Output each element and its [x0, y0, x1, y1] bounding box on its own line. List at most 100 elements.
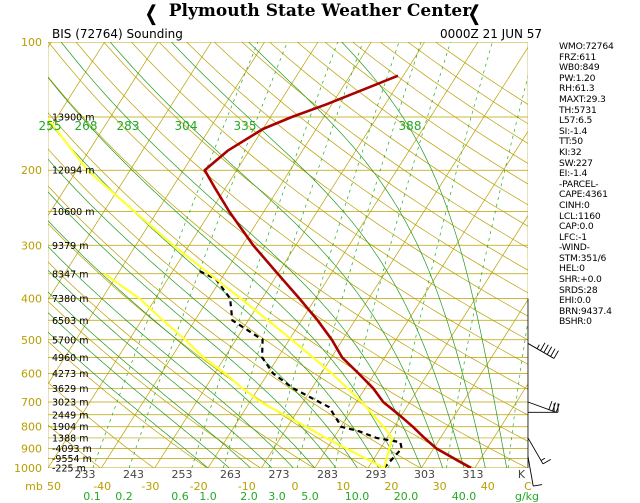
pressure-tick-label: 500: [21, 334, 42, 347]
wind-barb-feather: [550, 348, 556, 357]
theta-tick-label: 313: [463, 468, 484, 481]
isotherm: [154, 42, 425, 468]
index-line: TH:5731: [559, 104, 597, 116]
isotherm: [48, 42, 212, 301]
pennant-right-icon: ❬: [466, 1, 483, 25]
height-label: 10600 m: [52, 207, 95, 218]
dry-adiabat: [48, 340, 208, 468]
isotherm: [474, 383, 528, 468]
isotherm: [48, 42, 319, 468]
moist-adiabat: [171, 42, 465, 468]
wind-barb-staff: [527, 437, 544, 465]
mixing-ratio-tick-label: 40.0: [452, 490, 477, 503]
mixing-ratio-line: [268, 42, 400, 468]
wind-barb-staff: [527, 343, 555, 359]
index-line: FRZ:611: [559, 51, 597, 63]
mixing-ratio-tick-label: 0.1: [83, 490, 101, 503]
wind-barb-feather: [540, 457, 546, 461]
index-line: SRDS:28: [559, 284, 598, 296]
height-label: 3629 m: [52, 384, 88, 395]
theta-tick-label: 283: [317, 468, 338, 481]
index-line: BRN:9437.4: [559, 305, 612, 317]
moist-adiabat: [48, 246, 294, 468]
dry-adiabat: [48, 185, 421, 468]
height-label: 6503 m: [52, 316, 88, 327]
pressure-tick-label: 1000: [14, 462, 42, 475]
moist-adiabat: [248, 42, 486, 468]
index-line: PW:1.20: [559, 72, 596, 84]
dry-adiabat: [48, 223, 368, 468]
theta-tick-label: 273: [269, 468, 290, 481]
plot-frame: [48, 42, 528, 468]
dry-adiabat: [241, 42, 528, 249]
theta-tick-label: 243: [123, 468, 144, 481]
index-line: LFC:-1: [559, 231, 587, 243]
pressure-tick-label: 700: [21, 396, 42, 409]
header: ❬ Plymouth State Weather Center ❬: [0, 0, 640, 26]
wind-barb-feather: [542, 459, 552, 465]
mixing-ratio-line: [334, 42, 451, 468]
height-label: 13900 m: [52, 113, 95, 124]
moist-adiabat: [48, 269, 273, 468]
pressure-unit-label: mb: [25, 480, 43, 493]
pressure-tick-label: 900: [21, 443, 42, 456]
index-line: WMO:72764: [559, 41, 614, 52]
index-line: LCL:1160: [559, 210, 601, 222]
height-label: 7380 m: [52, 294, 88, 305]
moist-adiabat: [48, 191, 337, 468]
page-title: Plymouth State Weather Center: [168, 1, 472, 21]
mixing-ratio-tick-label: 20.0: [394, 490, 419, 503]
dry-adiabat: [48, 424, 101, 468]
index-line: CAPE:4361: [559, 189, 608, 201]
sounding-datetime: 0000Z 21 JUN 57: [440, 27, 543, 41]
mixing-ratio-tick-label: 3.0: [268, 490, 286, 503]
dewpoint-profile: [199, 270, 403, 468]
theta-tick-label: 253: [172, 468, 193, 481]
pressure-tick-label: 100: [21, 36, 42, 49]
moist-adiabat: [48, 220, 315, 468]
pressure-tick-label: 200: [21, 164, 42, 177]
index-line: HEL:0: [559, 263, 585, 275]
isotherm: [421, 299, 528, 468]
dry-adiabat: [269, 42, 528, 227]
index-line: CAP:0.0: [559, 221, 594, 233]
theta-tick-label: 293: [366, 468, 387, 481]
mixing-ratio-line: [222, 42, 364, 468]
mixing-ratio-line: [446, 75, 528, 468]
dry-adiabat: [48, 42, 528, 416]
dry-adiabat: [103, 42, 528, 365]
wind-barb-staff: [527, 401, 557, 413]
isotherm: [261, 46, 528, 468]
dry-adiabat: [158, 42, 528, 317]
temperature-tick-label: -40: [93, 480, 111, 493]
temperature-tick-label: 50: [47, 480, 61, 493]
index-line: SI:-1.4: [559, 125, 588, 137]
index-line: CINH:0: [559, 199, 590, 211]
mixing-ratio-line: [92, 42, 259, 468]
temperature-tick-label: -30: [141, 480, 159, 493]
station-label: BIS (72764) Sounding: [52, 27, 183, 41]
index-line: TT:50: [559, 136, 583, 148]
theta-e-label: 335: [234, 119, 257, 133]
chart-series: [48, 74, 472, 468]
wind-barbs: [527, 298, 560, 487]
temperature-tick-label: 10: [336, 480, 350, 493]
height-label: -9554 m: [52, 454, 92, 465]
isotherm: [48, 42, 265, 385]
index-line: WB0:849: [559, 62, 600, 74]
index-line: STM:351/6: [559, 252, 607, 264]
temperature-tick-label: -20: [190, 480, 208, 493]
dry-adiabat: [48, 148, 475, 468]
wind-barb-feather: [543, 344, 549, 353]
dry-adiabat: [186, 42, 528, 294]
wind-barb-feather: [546, 346, 553, 355]
mixing-ratio-line: [507, 318, 528, 468]
parcel-profile: [48, 117, 394, 468]
mixing-ratio-tick-label: 0.2: [115, 490, 133, 503]
wind-barb-feather: [536, 344, 540, 349]
stability-indices: WMO:72764 FRZ:611 WB0:849 PW:1.20 RH:61.3 MAX…: [559, 41, 639, 328]
mixing-ratio-tick-label: 0.6: [171, 490, 189, 503]
index-line: SW:227: [559, 157, 593, 169]
